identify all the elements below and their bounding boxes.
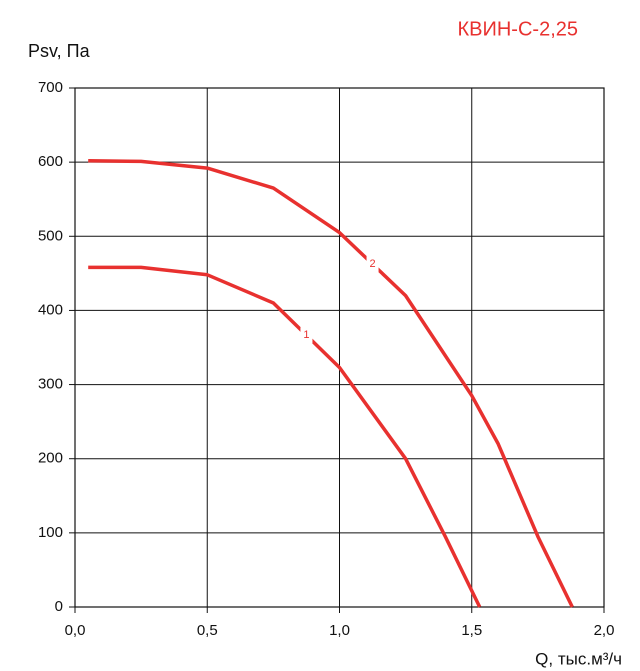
curve-label-bg	[300, 327, 313, 344]
y-tick-label: 200	[38, 450, 63, 467]
y-tick-label: 300	[38, 376, 63, 393]
curve-label: 1	[303, 329, 309, 341]
y-tick-label: 100	[38, 524, 63, 541]
y-tick-label: 500	[38, 227, 63, 244]
x-tick-label: 1,5	[461, 622, 482, 639]
x-tick-label: 1,0	[329, 622, 350, 639]
x-tick-label: 0,5	[197, 622, 218, 639]
y-tick-label: 400	[38, 301, 63, 318]
x-tick-label: 2,0	[594, 622, 615, 639]
curve-label: 2	[370, 258, 376, 270]
chart-title: КВИН-С-2,25	[458, 18, 579, 40]
y-tick-label: 700	[38, 79, 63, 96]
y-tick-label: 600	[38, 153, 63, 170]
x-tick-label: 0,0	[65, 622, 86, 639]
curve-label-bg	[366, 256, 379, 273]
curve	[88, 158, 574, 608]
x-axis-label: Q, тыс.м³/ч	[535, 649, 622, 668]
y-axis-label: Psv, Па	[28, 41, 91, 61]
y-tick-label: 0	[55, 598, 63, 615]
